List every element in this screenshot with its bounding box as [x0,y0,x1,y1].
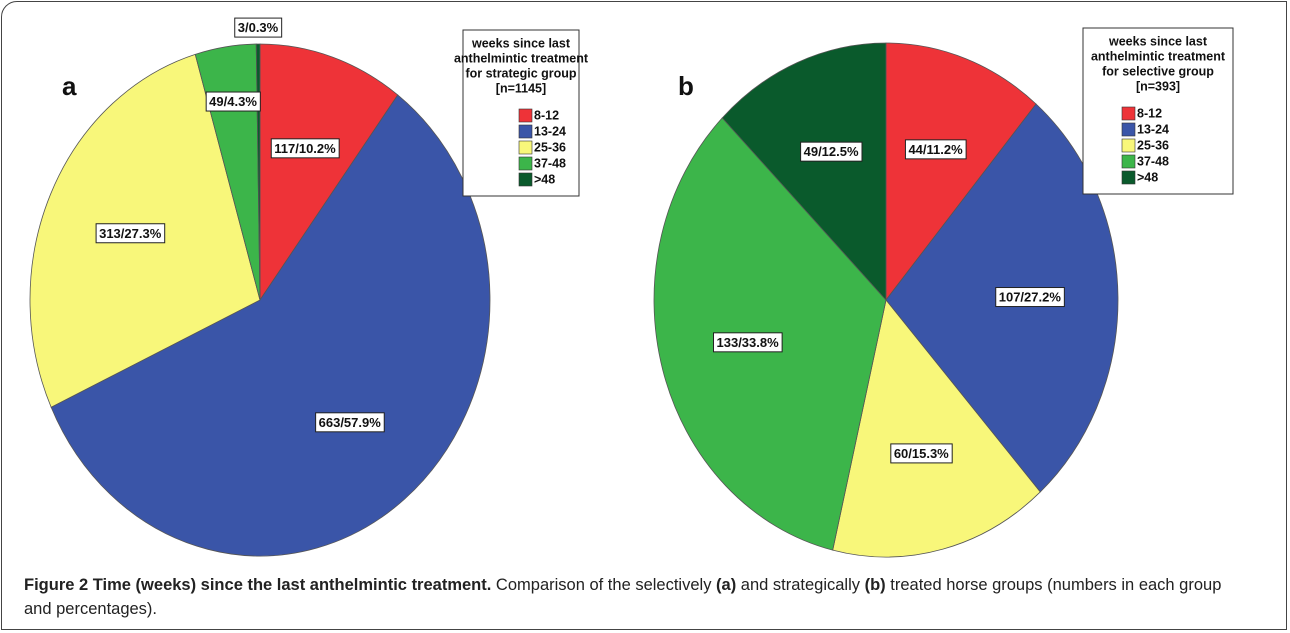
legend-label: >48 [534,172,555,186]
panel-label: b [678,71,694,101]
pie-slice [50,94,491,557]
value-label-box [270,138,340,159]
value-label-box [890,443,953,464]
value-label: 107/27.2% [999,290,1062,305]
legend-swatch [1121,170,1136,185]
caption-text: Figure 2 Time (weeks) since the last ant… [24,576,492,594]
value-label: 117/10.2% [274,141,336,156]
value-label-box [995,287,1065,308]
caption-text: Comparison of the selectively [491,576,717,594]
legend-title: anthelmintic treatment [1091,49,1226,63]
value-label: 133/33.8% [717,335,780,350]
legend-title: for selective group [1102,64,1214,78]
legend-swatch [518,172,533,187]
legend-swatch [1121,154,1136,169]
value-label-box [234,17,283,38]
legend-label: 25-36 [534,140,566,154]
value-label-box [205,91,261,112]
pie-slice [885,42,1037,302]
legend-label: >48 [1137,170,1158,184]
caption-text: treated horse groups (numbers in each gr… [24,576,1226,618]
legend-swatch [518,140,533,155]
legend-swatch [1121,122,1136,137]
legend-box [1082,27,1234,195]
value-label-box [713,332,783,353]
legend-swatch [1121,106,1136,121]
value-label-box [315,412,385,433]
value-label: 49/4.3% [209,94,257,109]
value-label-box [904,139,967,160]
value-label-box [800,141,863,162]
panel-label: a [62,71,77,101]
legend-swatch [1121,138,1136,153]
caption-text: (a) [716,576,737,594]
value-label: 663/57.9% [319,415,382,430]
legend-label: 37-48 [534,156,566,170]
value-label: 313/27.3% [99,226,162,241]
caption-text: (b) [864,576,886,594]
caption-text: and strategically [736,576,865,594]
legend-label: 13-24 [1137,122,1169,136]
pie-slice [832,299,1041,558]
pie-slice [259,43,399,302]
chart: 117/10.2% 663/57.9% 313/27.3% 49/4.3% 3/0.3%… [29,17,1234,558]
legend-label: 8-12 [534,108,559,122]
legend-swatch [518,124,533,139]
value-label: 44/11.2% [908,142,963,157]
legend-title: [n=1145] [496,81,546,95]
caption: Figure 2 Time (weeks) since the last ant… [24,573,1244,621]
value-label: 49/12.5% [804,144,859,159]
legend-title: weeks since last [471,36,571,50]
legend-title: weeks since last [1108,34,1208,48]
value-label: 60/15.3% [894,446,949,461]
legend-title: for strategic group [465,66,576,80]
legend-label: 37-48 [1137,154,1169,168]
legend-label: 25-36 [1137,138,1169,152]
value-label: 3/0.3% [238,20,279,35]
legend-label: 13-24 [534,124,566,138]
value-label-box [95,223,166,244]
legend-label: 8-12 [1137,106,1162,120]
legend-swatch [518,108,533,123]
legend-title: [n=393] [1136,79,1180,93]
legend-title: anthelmintic treatment [454,51,589,65]
pie-slice [721,42,887,302]
legend-swatch [518,156,533,171]
